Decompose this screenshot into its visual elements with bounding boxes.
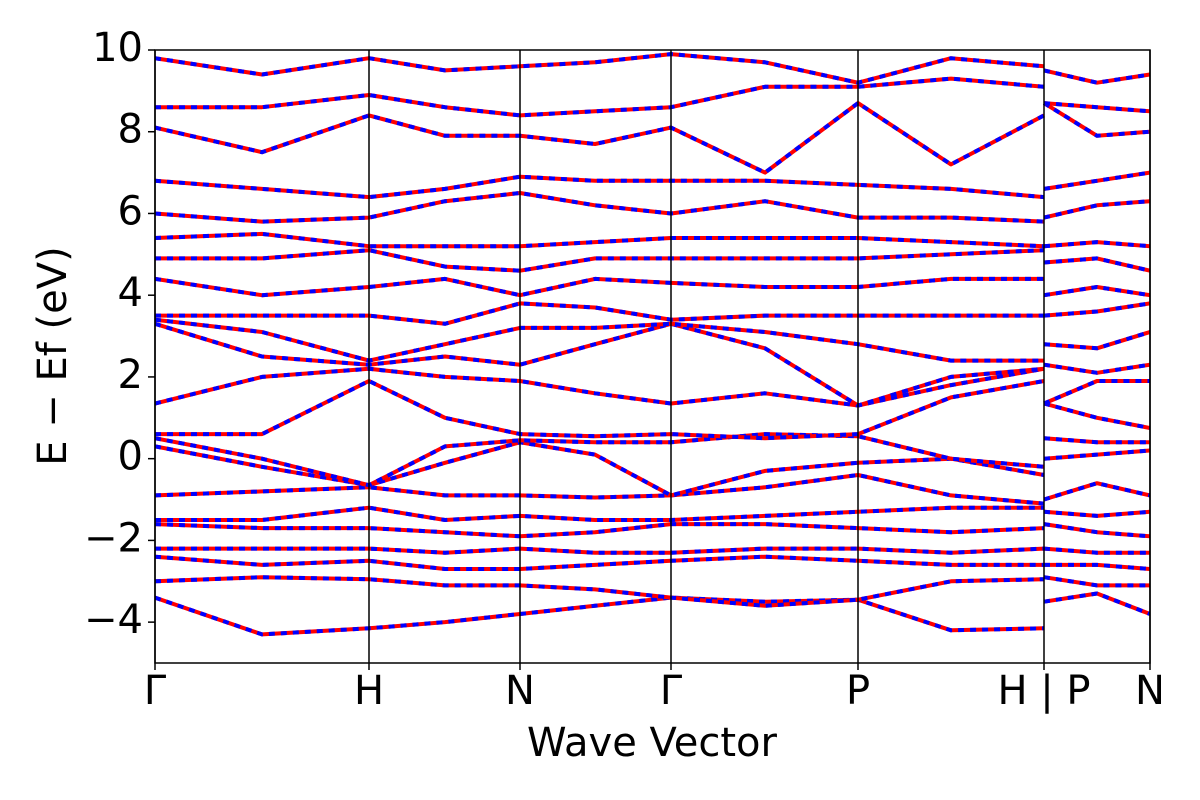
y-tick-label: 10	[92, 25, 143, 71]
band-line-dashed	[155, 101, 1150, 175]
x-tick-label: H | P	[997, 668, 1090, 714]
x-tick-label: P	[846, 668, 870, 714]
y-tick-label: −2	[84, 515, 143, 561]
band-line	[155, 301, 1150, 326]
y-tick-label: 2	[118, 352, 143, 398]
band-line-dashed	[155, 440, 1150, 498]
band-line-dashed	[155, 366, 1150, 408]
band-line-dashed	[155, 301, 1150, 326]
band-line-dashed	[155, 473, 1150, 506]
band-line	[155, 522, 1150, 539]
band-line-dashed	[155, 546, 1150, 555]
band-line-dashed	[155, 276, 1150, 298]
x-tick-label: N	[505, 668, 535, 714]
x-tick-label: Γ	[144, 668, 167, 714]
band-line	[155, 321, 1150, 408]
band-line-dashed	[155, 321, 1150, 408]
band-line-dashed	[155, 432, 1150, 488]
band-line-dashed	[155, 52, 1150, 85]
y-axis-label: E − Ef (eV)	[30, 246, 76, 465]
y-tick-label: 6	[118, 188, 143, 234]
band-line	[155, 52, 1150, 85]
band-line-dashed	[155, 591, 1150, 637]
band-line-dashed	[155, 554, 1150, 571]
band-line	[155, 276, 1150, 298]
band-line-dashed	[155, 191, 1150, 224]
x-tick-label: Γ	[660, 668, 683, 714]
y-tick-label: 4	[118, 270, 143, 316]
bands	[155, 52, 1150, 637]
plot-frame	[154, 49, 1151, 664]
x-tick-label: H	[354, 668, 384, 714]
band-line-dashed	[155, 575, 1150, 608]
band-line-dashed	[155, 76, 1150, 118]
y-tick-label: 8	[118, 107, 143, 153]
band-line	[155, 432, 1150, 488]
x-tick-label: N	[1135, 668, 1165, 714]
band-line-dashed	[155, 379, 1150, 441]
band-line	[155, 191, 1150, 224]
x-axis-label: Wave Vector	[527, 720, 778, 766]
band-line-dashed	[155, 231, 1150, 249]
band-line-dashed	[155, 248, 1150, 273]
y-tick-label: −4	[84, 597, 143, 643]
y-tick-label: 0	[118, 434, 143, 480]
band-line-dashed	[155, 505, 1150, 522]
band-line-dashed	[155, 522, 1150, 539]
band-line	[155, 76, 1150, 118]
band-line-dashed	[155, 317, 1150, 363]
band-line-dashed	[155, 170, 1150, 200]
